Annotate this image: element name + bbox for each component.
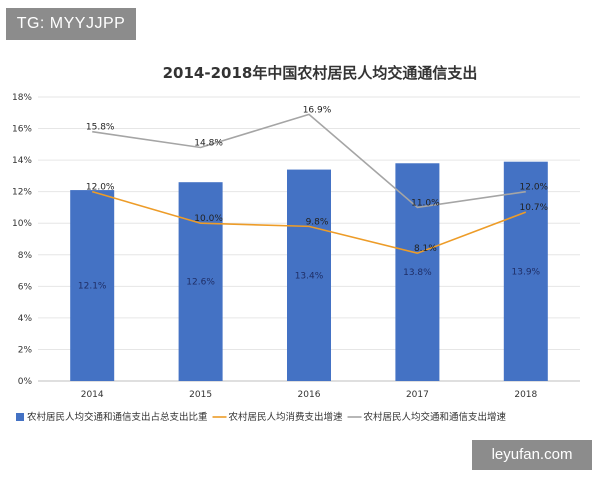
- bar-data-label: 13.8%: [403, 268, 432, 278]
- y-tick-label: 12%: [12, 188, 32, 198]
- y-tick-label: 10%: [12, 219, 32, 229]
- bar: [395, 163, 440, 381]
- line-data-label: 12.0%: [520, 183, 549, 193]
- y-tick-label: 2%: [18, 345, 33, 355]
- data-labels: 12.1% 12.6% 13.4% 13.8% 13.9% 12.0% 10.0% 9.8% 8…: [78, 105, 549, 291]
- bar: [287, 169, 331, 381]
- bar-series: [70, 161, 548, 381]
- legend-label: 农村居民人均交通和通信支出增速: [364, 411, 507, 423]
- x-tick-label: 2017: [406, 390, 429, 400]
- y-tick-label: 14%: [12, 156, 32, 166]
- line-series: [91, 113, 527, 255]
- bar-data-label: 12.1%: [78, 282, 107, 292]
- line-data-label: 10.0%: [194, 214, 223, 224]
- legend-label: 农村居民人均交通和通信支出占总支出比重: [27, 411, 208, 423]
- bar-data-label: 13.9%: [512, 267, 541, 277]
- x-tick-label: 2016: [298, 390, 321, 400]
- line-data-label: 11.0%: [411, 198, 440, 208]
- x-tick-label: 2015: [189, 390, 212, 400]
- series-line: [91, 190, 527, 255]
- legend-label: 农村居民人均消费支出增速: [229, 411, 344, 423]
- bar-data-label: 13.4%: [295, 271, 324, 281]
- line-data-label: 10.7%: [520, 203, 549, 213]
- y-tick-label: 8%: [18, 251, 33, 261]
- watermark-top-left: TG: MYYJJPP: [6, 8, 136, 40]
- bar: [70, 190, 115, 381]
- y-tick-label: 16%: [12, 125, 32, 135]
- y-tick-label: 0%: [18, 377, 33, 387]
- y-axis: 0% 2% 4% 6% 8% 10% 12% 14% 16% 18%: [12, 93, 32, 387]
- legend-swatch: [16, 413, 24, 421]
- bar: [178, 182, 223, 381]
- y-tick-label: 4%: [18, 314, 33, 324]
- bar-data-label: 12.6%: [186, 278, 215, 288]
- line-data-label: 15.8%: [86, 123, 115, 133]
- line-data-label: 12.0%: [86, 183, 115, 193]
- x-tick-label: 2018: [514, 390, 537, 400]
- line-data-label: 8.1%: [414, 244, 437, 254]
- line-data-label: 14.8%: [194, 138, 223, 148]
- chart-title: 2014-2018年中国农村居民人均交通通信支出: [163, 64, 478, 82]
- line-data-label: 16.9%: [303, 105, 332, 115]
- x-tick-label: 2014: [81, 390, 104, 400]
- bar: [503, 161, 548, 381]
- y-tick-label: 18%: [12, 93, 32, 103]
- line-data-label: 9.8%: [306, 217, 329, 227]
- legend: 农村居民人均交通和通信支出占总支出比重 农村居民人均消费支出增速 农村居民人均交通和…: [16, 411, 507, 423]
- x-axis: 2014 2015 2016 2017 2018: [81, 390, 538, 400]
- series-line: [92, 113, 526, 209]
- y-tick-label: 6%: [18, 282, 33, 292]
- watermark-bottom-right: leyufan.com: [472, 440, 592, 470]
